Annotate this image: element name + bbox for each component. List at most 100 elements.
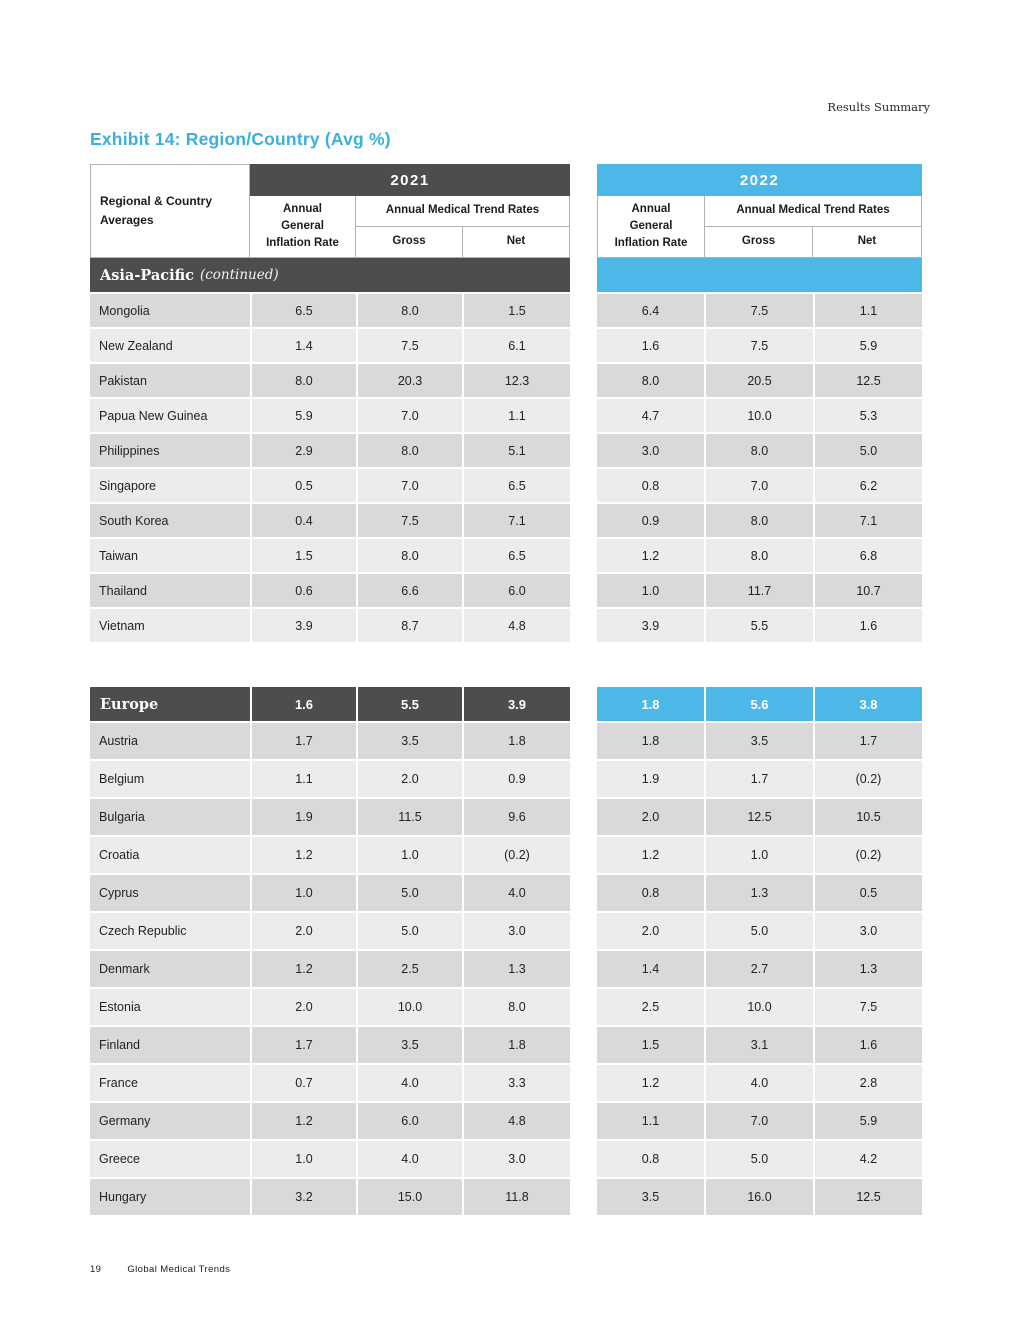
table-row: 2.0 5.0 3.0: [597, 913, 922, 949]
value-cell: 1.5: [464, 294, 570, 327]
table-row: Mongolia 6.5 8.0 1.5: [90, 294, 570, 327]
country-name: Taiwan: [90, 539, 250, 572]
country-name: Mongolia: [90, 294, 250, 327]
table-row: Bulgaria 1.9 11.5 9.6: [90, 799, 570, 835]
value-cell: 3.5: [597, 1179, 704, 1215]
table-row: 4.7 10.0 5.3: [597, 399, 922, 432]
value-cell: 1.7: [706, 761, 813, 797]
value-cell: 0.8: [597, 875, 704, 911]
country-name: Austria: [90, 723, 250, 759]
value-cell: 8.0: [358, 539, 462, 572]
value-cell: 1.3: [706, 875, 813, 911]
section-title: Asia-Pacific: [100, 266, 194, 284]
value-cell: 5.9: [815, 329, 922, 362]
value-cell: 7.5: [358, 504, 462, 537]
col-header-inflation: Annual General Inflation Rate: [250, 196, 356, 258]
col-header-gross: Gross: [705, 227, 813, 258]
value-cell: 0.5: [252, 469, 356, 502]
value-cell: 8.0: [358, 294, 462, 327]
country-name: Czech Republic: [90, 913, 250, 949]
value-cell: 1.4: [252, 329, 356, 362]
country-name: Thailand: [90, 574, 250, 607]
table-row: 1.2 8.0 6.8: [597, 539, 922, 572]
table-row: 1.2 4.0 2.8: [597, 1065, 922, 1101]
value-cell: 8.0: [706, 434, 813, 467]
summary-value-cell: 5.5: [358, 687, 462, 721]
value-cell: 0.4: [252, 504, 356, 537]
value-cell: 8.0: [464, 989, 570, 1025]
value-cell: 6.0: [464, 574, 570, 607]
value-cell: 1.7: [252, 1027, 356, 1063]
value-cell: 8.0: [252, 364, 356, 397]
value-cell: 1.0: [597, 574, 704, 607]
value-cell: 10.7: [815, 574, 922, 607]
value-cell: 5.5: [706, 609, 813, 642]
value-cell: 2.5: [597, 989, 704, 1025]
value-cell: 20.3: [358, 364, 462, 397]
value-cell: 4.7: [597, 399, 704, 432]
table-row: 2.5 10.0 7.5: [597, 989, 922, 1025]
value-cell: 3.5: [358, 1027, 462, 1063]
value-cell: 2.0: [252, 913, 356, 949]
value-cell: 10.5: [815, 799, 922, 835]
table-row: 2.0 12.5 10.5: [597, 799, 922, 835]
table-row: 1.8 3.5 1.7: [597, 723, 922, 759]
table-row: 3.0 8.0 5.0: [597, 434, 922, 467]
country-name: Cyprus: [90, 875, 250, 911]
value-cell: 0.8: [597, 469, 704, 502]
value-cell: 6.1: [464, 329, 570, 362]
section-2022-segment: 6.4 7.5 1.1 1.6 7.5 5.9 8.0 20.5 12.5 4.7 10.0 5.3 3…: [597, 258, 922, 642]
value-cell: 4.0: [358, 1141, 462, 1177]
table-row: 3.5 16.0 12.5: [597, 1179, 922, 1215]
value-cell: 1.2: [597, 539, 704, 572]
value-cell: 1.9: [597, 761, 704, 797]
value-cell: 1.2: [597, 1065, 704, 1101]
value-cell: 2.0: [597, 799, 704, 835]
section-title: Europe: [100, 695, 159, 713]
table-row: 1.1 7.0 5.9: [597, 1103, 922, 1139]
table-row: 1.5 3.1 1.6: [597, 1027, 922, 1063]
value-cell: 0.5: [815, 875, 922, 911]
country-name: Hungary: [90, 1179, 250, 1215]
table-sections: Asia-Pacific (continued) Mongolia 6.5 8.0 1.5…: [90, 258, 930, 1215]
table-row: Vietnam 3.9 8.7 4.8: [90, 609, 570, 642]
value-cell: 3.0: [464, 1141, 570, 1177]
footer-doc-title: Global Medical Trends: [127, 1264, 231, 1275]
country-name: Croatia: [90, 837, 250, 873]
country-name: Pakistan: [90, 364, 250, 397]
table-row: Germany 1.2 6.0 4.8: [90, 1103, 570, 1139]
value-cell: 7.5: [358, 329, 462, 362]
table-row: Singapore 0.5 7.0 6.5: [90, 469, 570, 502]
page-title: Exhibit 14: Region/Country (Avg %): [90, 129, 391, 149]
col-header-net: Net: [813, 227, 922, 258]
value-cell: 3.0: [597, 434, 704, 467]
value-cell: 3.9: [252, 609, 356, 642]
table-row: 8.0 20.5 12.5: [597, 364, 922, 397]
value-cell: 2.0: [358, 761, 462, 797]
value-cell: 3.5: [706, 723, 813, 759]
value-cell: 6.2: [815, 469, 922, 502]
value-cell: 7.0: [358, 399, 462, 432]
value-cell: 1.2: [252, 1103, 356, 1139]
table-row: 0.8 5.0 4.2: [597, 1141, 922, 1177]
table-row: 1.2 1.0 (0.2): [597, 837, 922, 873]
value-cell: 6.6: [358, 574, 462, 607]
table-row: Hungary 3.2 15.0 11.8: [90, 1179, 570, 1215]
section-2021-segment: Asia-Pacific (continued) Mongolia 6.5 8.0 1.5…: [90, 258, 570, 642]
country-name: Singapore: [90, 469, 250, 502]
country-name: Finland: [90, 1027, 250, 1063]
value-cell: 1.7: [252, 723, 356, 759]
value-cell: 8.0: [706, 539, 813, 572]
value-cell: 5.9: [252, 399, 356, 432]
table-row: 1.0 11.7 10.7: [597, 574, 922, 607]
value-cell: 3.0: [815, 913, 922, 949]
country-name: South Korea: [90, 504, 250, 537]
table-2022-header: 2022 Annual General Inflation Rate Annua…: [597, 164, 922, 258]
value-cell: 0.6: [252, 574, 356, 607]
table-row: Greece 1.0 4.0 3.0: [90, 1141, 570, 1177]
value-cell: 16.0: [706, 1179, 813, 1215]
value-cell: 12.5: [706, 799, 813, 835]
country-name: France: [90, 1065, 250, 1101]
value-cell: (0.2): [464, 837, 570, 873]
value-cell: 10.0: [358, 989, 462, 1025]
